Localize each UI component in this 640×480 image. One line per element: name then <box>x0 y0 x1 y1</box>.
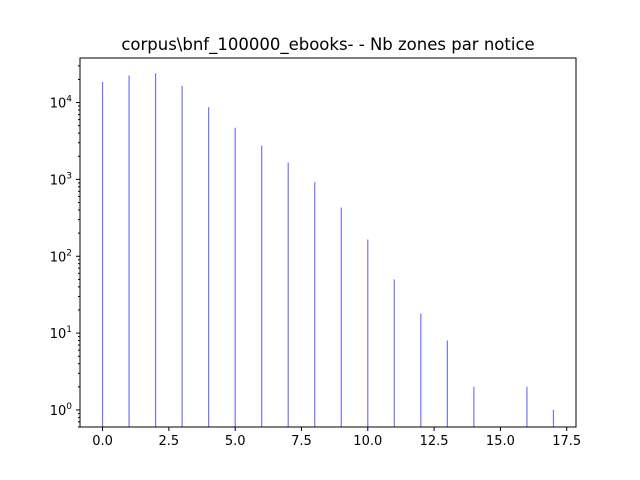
y-tick-base: 10 <box>50 404 67 419</box>
y-tick-exponent: 2 <box>66 248 72 258</box>
x-tick-label: 2.5 <box>159 434 180 449</box>
axes-frame <box>79 57 577 428</box>
bar <box>261 145 263 427</box>
bar <box>154 73 157 427</box>
x-tick-label: 0.0 <box>92 434 113 449</box>
bar <box>101 82 104 428</box>
bar <box>393 279 395 427</box>
y-tick-base: 10 <box>50 327 67 342</box>
y-tick-exponent: 4 <box>66 95 72 105</box>
bar <box>446 340 448 427</box>
y-tick-label: 100 <box>50 402 73 419</box>
bar <box>128 75 130 428</box>
y-tick-label: 101 <box>50 325 72 342</box>
x-tick-label: 17.5 <box>552 434 581 449</box>
y-tick-exponent: 0 <box>66 402 72 412</box>
bar <box>208 107 210 427</box>
bar <box>181 85 183 427</box>
y-tick-base: 10 <box>50 97 67 112</box>
y-tick-exponent: 3 <box>66 171 72 181</box>
bar <box>473 386 475 427</box>
x-tick-label: 15.0 <box>486 434 515 449</box>
y-tick-base: 10 <box>50 250 67 265</box>
y-tick-base: 10 <box>50 173 67 188</box>
x-axis: 0.0 2.5 5.0 7.5 10.0 12.5 15.0 17.5 <box>92 427 581 449</box>
x-tick-label: 5.0 <box>225 434 246 449</box>
y-tick-label: 104 <box>50 95 73 112</box>
chart-title: corpus\bnf_100000_ebooks- - Nb zones par… <box>121 35 534 55</box>
bar <box>526 386 528 427</box>
bars-group <box>101 73 555 428</box>
bar <box>367 239 369 427</box>
x-tick-label: 7.5 <box>291 434 312 449</box>
bar <box>420 313 422 427</box>
y-tick-label: 103 <box>50 171 72 188</box>
x-tick-label: 12.5 <box>420 434 449 449</box>
bar <box>552 409 555 427</box>
y-tick-exponent: 1 <box>66 325 72 335</box>
x-tick-label: 10.0 <box>353 434 382 449</box>
bar <box>340 207 342 427</box>
y-tick-label: 102 <box>50 248 72 265</box>
bar <box>234 127 236 427</box>
bar <box>314 182 316 427</box>
bar <box>287 162 289 427</box>
